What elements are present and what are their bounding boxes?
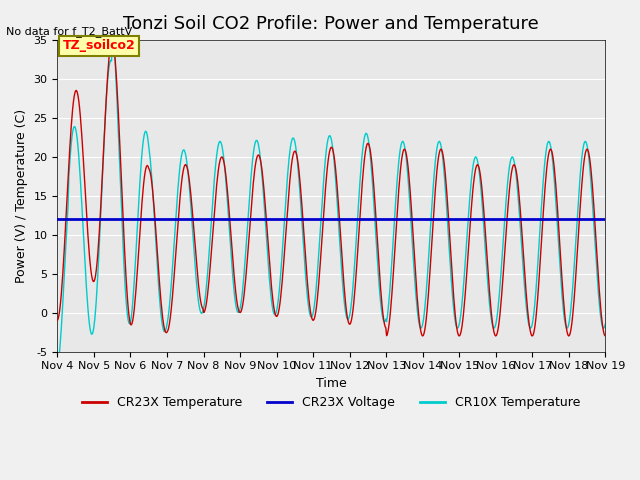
Text: No data for f_T2_BattV: No data for f_T2_BattV [6,25,132,36]
Legend: CR23X Temperature, CR23X Voltage, CR10X Temperature: CR23X Temperature, CR23X Voltage, CR10X … [77,391,586,414]
Title: Tonzi Soil CO2 Profile: Power and Temperature: Tonzi Soil CO2 Profile: Power and Temper… [124,15,540,33]
Text: TZ_soilco2: TZ_soilco2 [63,39,136,52]
X-axis label: Time: Time [316,377,347,390]
Y-axis label: Power (V) / Temperature (C): Power (V) / Temperature (C) [15,109,28,283]
